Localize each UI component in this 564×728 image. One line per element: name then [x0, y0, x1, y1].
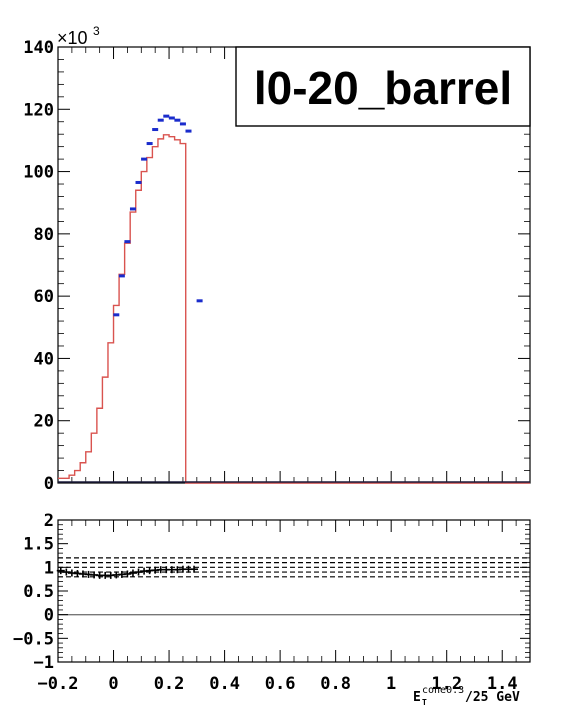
- ratio-x-tick-label: 0.8: [320, 674, 351, 694]
- data-point: [174, 118, 181, 122]
- data-point: [196, 299, 203, 303]
- x-axis-label-sub: T: [422, 698, 427, 707]
- data-point: [185, 129, 192, 133]
- data-point: [141, 157, 148, 161]
- ratio-x-tick-label: 0.2: [154, 674, 185, 694]
- ratio-y-tick-label: 0: [44, 606, 54, 626]
- data-point: [146, 142, 153, 146]
- main-y-tick-label: 60: [34, 287, 54, 307]
- y-multiplier-exponent: 3: [93, 24, 100, 38]
- histogram-series: [58, 134, 530, 484]
- data-point: [135, 180, 142, 184]
- main-y-tick-label: 80: [34, 225, 54, 245]
- ratio-plot-frame: [57, 519, 531, 663]
- ratio-x-tick-label: 1.2: [431, 674, 462, 694]
- main-y-tick-label: 140: [23, 38, 54, 58]
- data-point: [118, 274, 125, 278]
- ratio-panel: −1 −0.5 0 0.5 1 1.5 2 −0.2 0 0.2 0.4 0.6 0.8 1 1.2 1.4 E…: [13, 511, 531, 707]
- data-point: [163, 114, 170, 118]
- main-y-tick-label: 120: [23, 100, 54, 120]
- title-box: [235, 46, 531, 127]
- data-point: [113, 313, 120, 317]
- ratio-y-tick-label: 0.5: [23, 582, 54, 602]
- ratio-y-tick-label: 2: [44, 511, 54, 531]
- data-point: [179, 122, 186, 126]
- ratio-y-tick-label: −1: [34, 653, 54, 673]
- y-multiplier-label: ×10: [57, 28, 88, 48]
- ratio-y-tick-label: −0.5: [13, 629, 54, 649]
- x-axis-label-main: E: [413, 690, 421, 705]
- chart-title: l0-20_barrel: [254, 62, 512, 114]
- ratio-x-tick-label: −0.2: [38, 674, 79, 694]
- ratio-x-tick-label: 1: [386, 674, 396, 694]
- data-point: [152, 128, 159, 132]
- main-y-tick-label: 100: [23, 163, 54, 183]
- x-axis-label-rest: /25 GeV: [465, 690, 520, 705]
- main-y-tick-label: 0: [44, 474, 54, 494]
- ratio-y-tick-label: 1: [44, 558, 54, 578]
- ratio-x-tick-label: 0.4: [209, 674, 240, 694]
- ratio-x-tick-label: 0.6: [265, 674, 296, 694]
- data-point: [157, 118, 164, 122]
- data-point: [129, 207, 136, 211]
- x-axis-label-sup: cone0.3: [422, 685, 464, 696]
- data-point: [124, 240, 131, 244]
- data-point: [168, 116, 175, 120]
- main-panel: 0 20 40 60 80 100 120 140 ×10 3 l0-20_barrel: [23, 24, 531, 494]
- ratio-x-tick-label: 1.4: [487, 674, 518, 694]
- main-y-tick-label: 20: [34, 412, 54, 432]
- ratio-x-tick-label: 0: [108, 674, 118, 694]
- ratio-y-tick-label: 1.5: [23, 535, 54, 555]
- main-y-tick-label: 40: [34, 349, 54, 369]
